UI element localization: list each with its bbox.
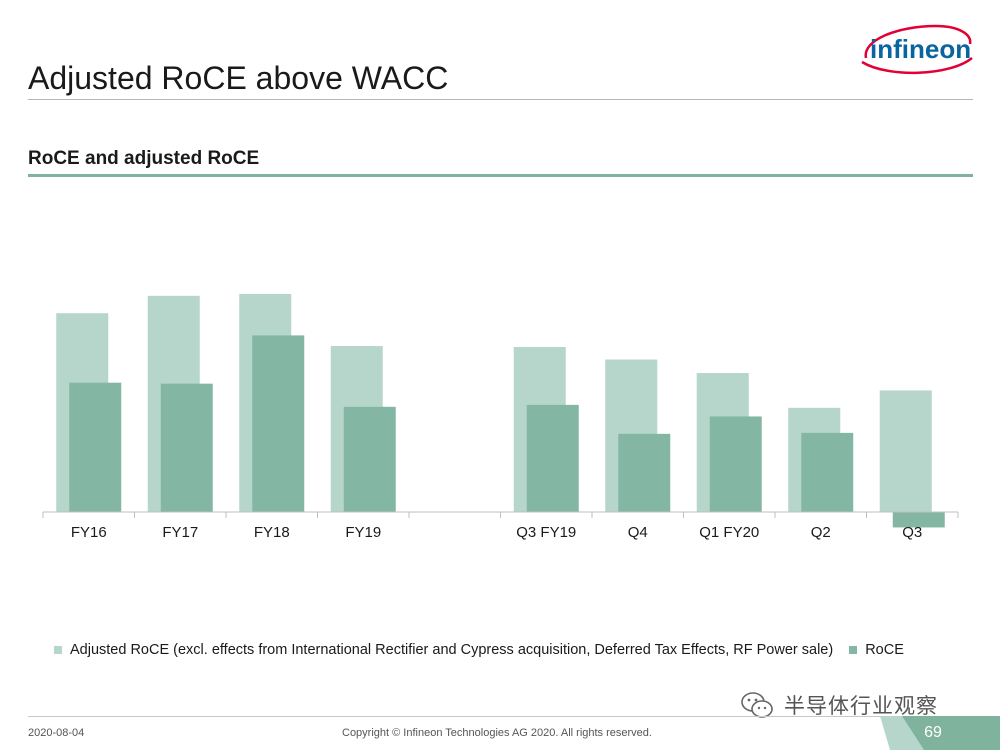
x-tick-label-q2: Q2 (811, 524, 831, 541)
x-tick-label-q1-fy20: Q1 FY20 (699, 524, 759, 541)
bar-roce-fy18 (252, 335, 305, 512)
page-number: 69 (924, 724, 942, 741)
footer-divider (28, 716, 888, 717)
bar-roce-q1-fy20 (709, 416, 762, 512)
heading-divider (28, 174, 973, 177)
title-divider (28, 99, 973, 100)
roce-bar-chart: FY16 FY17 FY18 FY19 Q3 FY19 Q4 Q1 FY20 Q2 Q3 (0, 180, 1000, 560)
x-tick-label-q3: Q3 (902, 524, 922, 541)
bar-roce-q3-fy19 (526, 404, 579, 512)
bar-roce-fy16 (69, 382, 122, 512)
bar-roce-q4 (618, 433, 671, 512)
chart-legend: Adjusted RoCE (excl. effects from Intern… (54, 640, 974, 660)
legend-item-adjusted-roce: Adjusted RoCE (excl. effects from Intern… (54, 642, 833, 658)
x-tick-label-q3-fy19: Q3 FY19 (516, 524, 576, 541)
page-number-box (880, 716, 1000, 750)
legend-item-roce: RoCE (849, 642, 904, 658)
bar-adjusted-roce-q3 (879, 390, 932, 512)
infineon-logo: infineon (858, 22, 976, 76)
bar-roce-q3 (892, 512, 945, 528)
footer-copyright: Copyright © Infineon Technologies AG 202… (342, 727, 652, 739)
bar-roce-fy19 (343, 406, 396, 512)
x-tick-label-q4: Q4 (628, 524, 648, 541)
logo-wordmark: infineon (870, 34, 971, 64)
x-tick-label-fy18: FY18 (254, 524, 290, 541)
wechat-icon (741, 692, 773, 718)
legend-swatch-adjusted-roce (54, 646, 62, 654)
bar-roce-fy17 (160, 383, 213, 512)
x-tick-label-fy19: FY19 (345, 524, 381, 541)
x-tick-label-fy16: FY16 (71, 524, 107, 541)
legend-label-roce: RoCE (865, 642, 904, 658)
footer-date: 2020-08-04 (28, 727, 85, 739)
wechat-watermark: 半导体行业观察 (740, 690, 938, 720)
chart-heading: RoCE and adjusted RoCE (28, 148, 260, 169)
legend-label-adjusted-roce: Adjusted RoCE (excl. effects from Intern… (70, 642, 834, 658)
x-tick-label-fy17: FY17 (162, 524, 198, 541)
watermark-text: 半导体行业观察 (784, 694, 938, 718)
legend-swatch-roce (849, 646, 858, 654)
slide-title: Adjusted RoCE above WACC (28, 60, 449, 96)
bar-roce-q2 (801, 432, 854, 512)
